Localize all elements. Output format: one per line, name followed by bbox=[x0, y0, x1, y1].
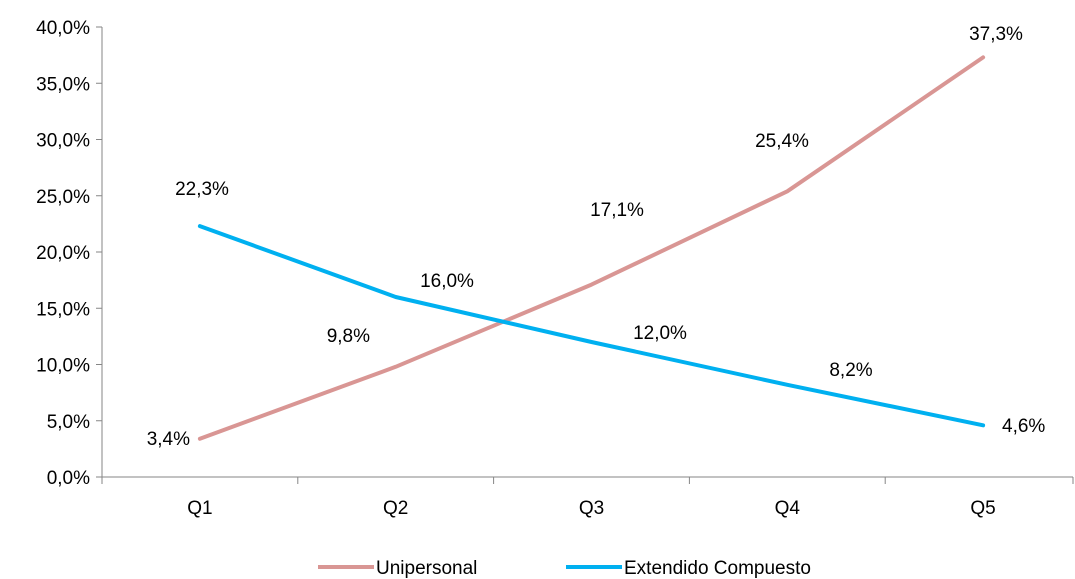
y-tick-label: 30,0% bbox=[36, 131, 90, 152]
y-tick-label: 35,0% bbox=[36, 74, 90, 95]
y-axis: 0,0% 5,0% 10,0% 15,0% 20,0% 25,0% 30,0% 35,0% 40… bbox=[36, 18, 103, 489]
data-label: 8,2% bbox=[829, 360, 872, 381]
data-label: 9,8% bbox=[327, 326, 370, 347]
series-line-unipersonal bbox=[197, 55, 986, 441]
data-label: 4,6% bbox=[1002, 416, 1045, 437]
data-label: 17,1% bbox=[590, 200, 644, 221]
x-tick-label: Q3 bbox=[579, 498, 604, 519]
data-label: 22,3% bbox=[175, 179, 229, 200]
x-tick-label: Q2 bbox=[383, 498, 408, 519]
x-axis: Q1 Q2 Q3 Q4 Q5 bbox=[101, 476, 1074, 519]
series-line-extendido-compuesto bbox=[197, 224, 986, 428]
y-tick-label: 0,0% bbox=[47, 468, 90, 489]
y-tick-label: 5,0% bbox=[47, 412, 90, 433]
data-label: 37,3% bbox=[969, 24, 1023, 45]
data-label: 3,4% bbox=[147, 429, 190, 450]
data-label: 16,0% bbox=[420, 271, 474, 292]
legend-label: Unipersonal bbox=[376, 558, 477, 579]
data-label: 12,0% bbox=[633, 323, 687, 344]
y-tick-label: 10,0% bbox=[36, 356, 90, 377]
data-labels: 3,4% 9,8% 17,1% 25,4% 37,3% 22,3% 16,0% 12,0% 8,… bbox=[147, 24, 1046, 450]
y-tick-label: 25,0% bbox=[36, 187, 90, 208]
y-tick-label: 40,0% bbox=[36, 18, 90, 39]
series-lines bbox=[197, 55, 986, 441]
legend: Unipersonal Extendido Compuesto bbox=[318, 558, 811, 579]
data-label: 25,4% bbox=[755, 131, 809, 152]
y-tick-label: 20,0% bbox=[36, 243, 90, 264]
y-tick-label: 15,0% bbox=[36, 299, 90, 320]
x-tick-label: Q5 bbox=[970, 498, 995, 519]
x-tick-label: Q1 bbox=[187, 498, 212, 519]
legend-label: Extendido Compuesto bbox=[624, 558, 811, 579]
x-tick-label: Q4 bbox=[775, 498, 801, 519]
